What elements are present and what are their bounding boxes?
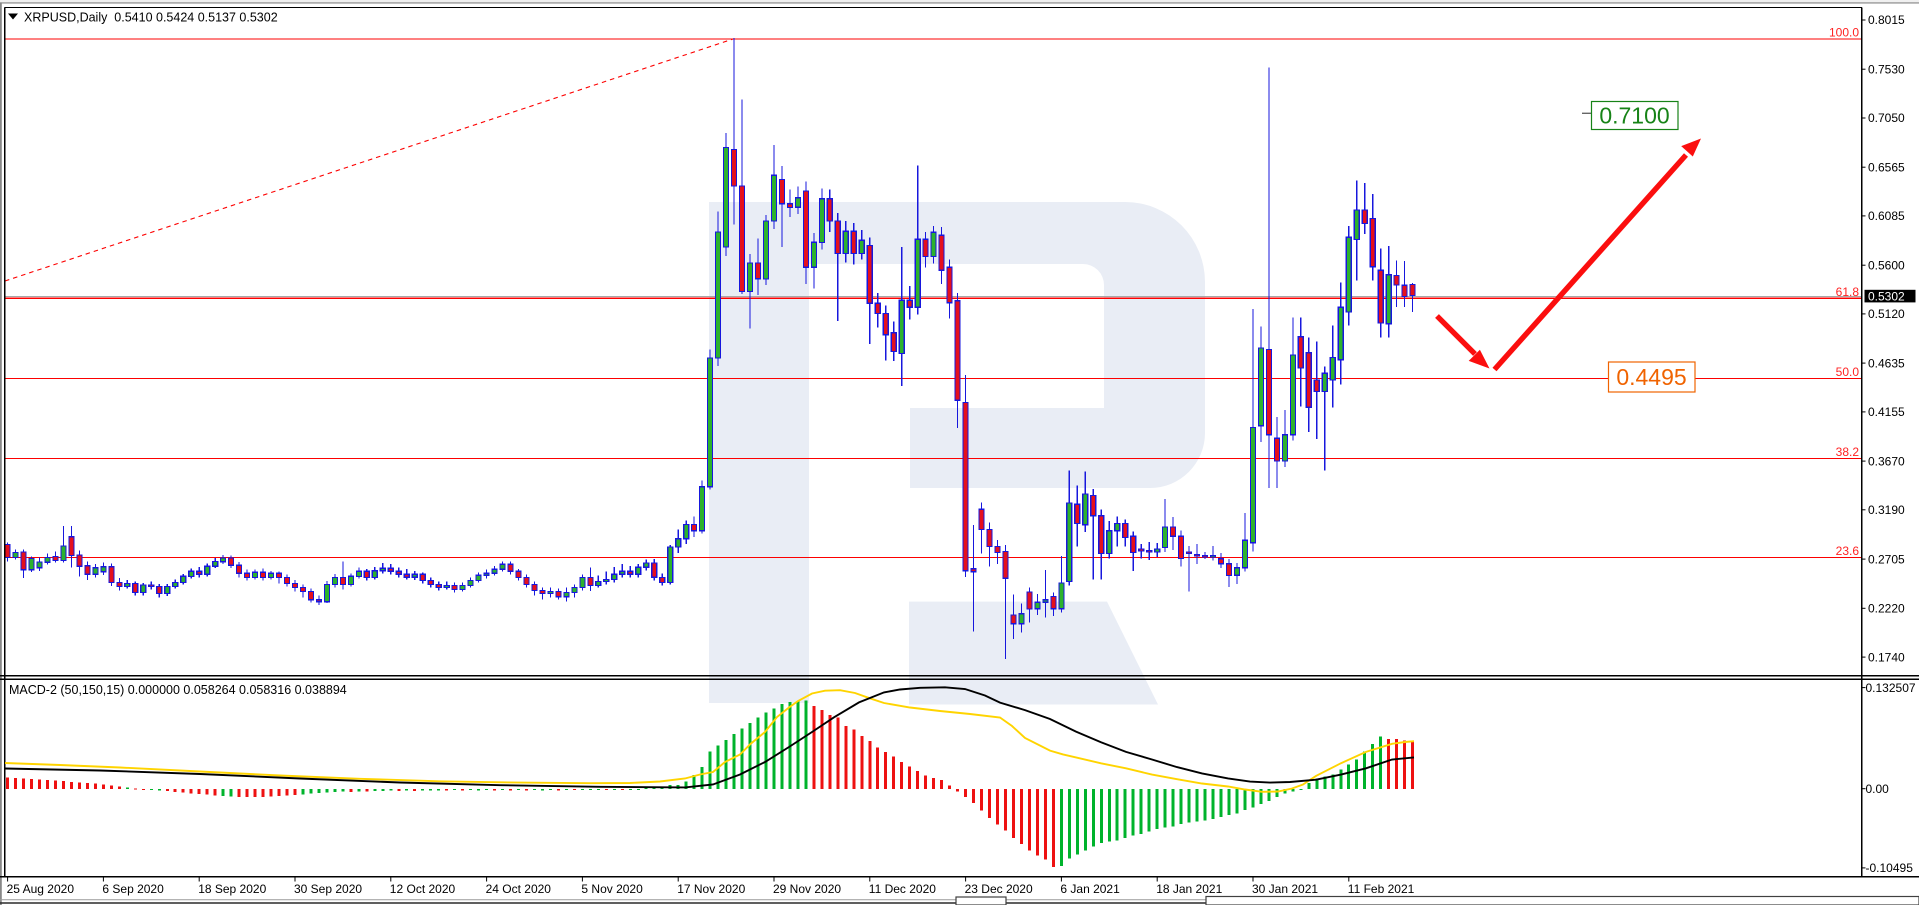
svg-text:18 Jan 2021: 18 Jan 2021 — [1156, 882, 1222, 896]
svg-text:0.7530: 0.7530 — [1868, 62, 1905, 76]
svg-text:0.5120: 0.5120 — [1868, 307, 1905, 321]
svg-text:0.5302: 0.5302 — [1868, 289, 1905, 303]
svg-text:30 Sep 2020: 30 Sep 2020 — [294, 882, 362, 896]
svg-text:12 Oct 2020: 12 Oct 2020 — [390, 882, 456, 896]
svg-text:18 Sep 2020: 18 Sep 2020 — [198, 882, 266, 896]
svg-text:0.3190: 0.3190 — [1868, 503, 1905, 517]
svg-text:24 Oct 2020: 24 Oct 2020 — [486, 882, 552, 896]
svg-text:0.3670: 0.3670 — [1868, 454, 1905, 468]
svg-text:11 Feb 2021: 11 Feb 2021 — [1348, 882, 1415, 896]
svg-text:11 Dec 2020: 11 Dec 2020 — [869, 882, 936, 896]
svg-text:23 Dec 2020: 23 Dec 2020 — [965, 882, 1033, 896]
svg-text:0.00: 0.00 — [1866, 782, 1890, 796]
svg-text:17 Nov 2020: 17 Nov 2020 — [677, 882, 745, 896]
svg-text:25 Aug 2020: 25 Aug 2020 — [7, 882, 75, 896]
svg-text:0.6085: 0.6085 — [1868, 209, 1905, 223]
svg-text:50.0: 50.0 — [1836, 365, 1860, 379]
svg-text:6 Sep 2020: 6 Sep 2020 — [102, 882, 164, 896]
svg-text:0.4155: 0.4155 — [1868, 405, 1905, 419]
svg-text:0.4635: 0.4635 — [1868, 356, 1905, 370]
svg-text:5 Nov 2020: 5 Nov 2020 — [581, 882, 643, 896]
svg-text:0.4495: 0.4495 — [1616, 364, 1686, 390]
svg-text:0.7100: 0.7100 — [1599, 103, 1669, 129]
svg-text:0.2220: 0.2220 — [1868, 602, 1905, 616]
svg-text:38.2: 38.2 — [1836, 445, 1860, 459]
svg-text:0.2705: 0.2705 — [1868, 552, 1905, 566]
svg-text:6 Jan 2021: 6 Jan 2021 — [1060, 882, 1120, 896]
svg-text:0.8015: 0.8015 — [1868, 13, 1905, 27]
svg-text:30 Jan 2021: 30 Jan 2021 — [1252, 882, 1318, 896]
svg-text:0.7050: 0.7050 — [1868, 111, 1905, 125]
svg-text:29 Nov 2020: 29 Nov 2020 — [773, 882, 841, 896]
svg-text:-0.10495: -0.10495 — [1866, 861, 1914, 875]
svg-text:0.6565: 0.6565 — [1868, 160, 1905, 174]
svg-text:MACD-2 (50,150,15) 0.000000 0.: MACD-2 (50,150,15) 0.000000 0.058264 0.0… — [9, 683, 347, 697]
svg-text:61.8: 61.8 — [1836, 285, 1860, 299]
svg-text:100.0: 100.0 — [1829, 26, 1859, 40]
svg-text:0.1740: 0.1740 — [1868, 650, 1905, 664]
svg-text:XRPUSD,Daily 0.5410 0.5424 0.: XRPUSD,Daily 0.5410 0.5424 0.5137 0.5302 — [24, 11, 278, 25]
svg-text:23.6: 23.6 — [1836, 544, 1860, 558]
svg-text:0.132507: 0.132507 — [1866, 681, 1916, 695]
svg-text:0.5600: 0.5600 — [1868, 258, 1905, 272]
